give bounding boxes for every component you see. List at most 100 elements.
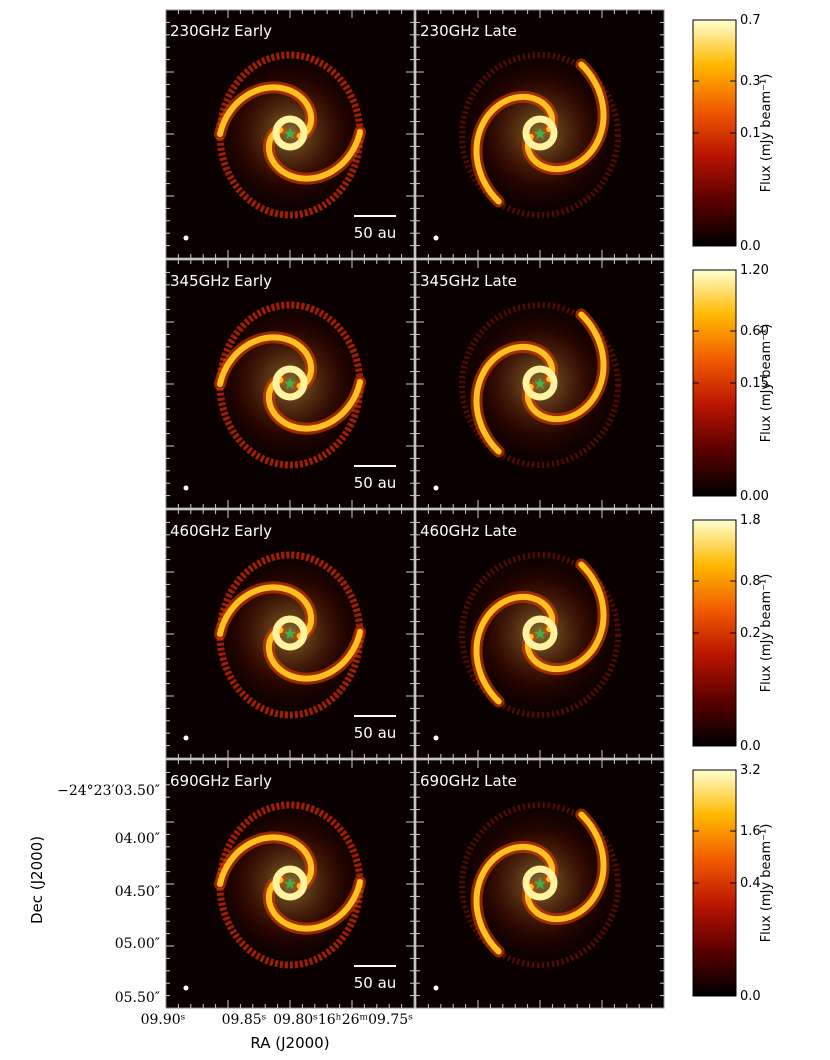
spiral-arm: [524, 561, 607, 673]
colorbar-tick-label: 0.60: [740, 324, 769, 339]
disk-glow: [450, 793, 630, 973]
inner-ring: [522, 615, 558, 651]
star-marker-icon: ★: [533, 624, 547, 643]
panel-3: ★ 345GHz Early 50 au: [165, 259, 415, 509]
disk-glow: [200, 293, 380, 473]
outer-ring: [459, 302, 621, 468]
colorbar-tick-label: 0.15: [740, 376, 769, 391]
outer-ring: [459, 802, 621, 968]
y-tick-label-5: 05.50″: [115, 990, 160, 1006]
x-tick-label-3: 09.80ˢ16ʰ26ᵐ09.75ˢ: [273, 1012, 413, 1028]
colorbar-tick-label: 0.7: [740, 13, 761, 28]
disk-glow: [200, 43, 380, 223]
inner-ring: [272, 865, 308, 901]
star-marker-icon: ★: [283, 874, 297, 893]
colorbar-tick-label: 0.0: [740, 739, 761, 754]
beam-marker: [183, 485, 189, 491]
outer-ring: [459, 52, 621, 218]
colorbar-tick-label: 0.2: [740, 626, 761, 641]
panel-label: 230GHz Late: [420, 22, 517, 40]
beam-marker: [433, 735, 439, 741]
colorbar-tick-label: 1.6: [740, 824, 761, 839]
inner-ring: [272, 615, 308, 651]
colorbar-tick-label: 0.3: [740, 74, 761, 89]
spiral-arm: [473, 93, 556, 205]
colorbar-label: Flux (mJy beam⁻¹): [759, 324, 774, 443]
panel-label: 690GHz Late: [420, 772, 517, 790]
panel-label: 345GHz Early: [170, 272, 272, 290]
beam-marker: [183, 235, 189, 241]
beam-marker: [433, 985, 439, 991]
star-marker-icon: ★: [533, 874, 547, 893]
colorbar-tick-label: 0.1: [740, 126, 761, 141]
disk-glow: [200, 543, 380, 723]
panel-4: ★ 345GHz Late: [415, 259, 665, 509]
colorbars: 0.7 0.3 0.1 0.0 Flux (mJy beam⁻¹) 1.20 0.60 0.1…: [692, 13, 774, 1004]
star-marker-icon: ★: [283, 124, 297, 143]
disk-glow: [200, 793, 380, 973]
colorbar-1: 0.7 0.3 0.1 0.0 Flux (mJy beam⁻¹): [692, 13, 774, 254]
scalebar-label: 50 au: [354, 474, 397, 492]
spiral-arm: [217, 834, 315, 889]
star-marker-icon: ★: [533, 124, 547, 143]
beam-marker: [183, 985, 189, 991]
spiral-arm: [524, 61, 607, 173]
spiral-arm: [265, 877, 363, 932]
colorbar-label: Flux (mJy beam⁻¹): [759, 574, 774, 693]
spiral-arm: [265, 377, 363, 432]
spiral-arm: [217, 334, 315, 389]
beam-marker: [433, 235, 439, 241]
star-marker-icon: ★: [283, 374, 297, 393]
disk-glow: [450, 293, 630, 473]
colorbar-gradient: [692, 19, 737, 247]
disk-glow: [450, 543, 630, 723]
colorbar-tick-label: 0.8: [740, 574, 761, 589]
colorbar-gradient: [692, 269, 737, 497]
scalebar-label: 50 au: [354, 724, 397, 742]
y-tick-label-4: 05.00″: [115, 936, 160, 952]
inner-ring: [272, 365, 308, 401]
colorbar-tick-label: 3.2: [740, 763, 761, 778]
scalebar-label: 50 au: [354, 974, 397, 992]
scalebar-label: 50 au: [354, 224, 397, 242]
colorbar-tick-label: 0.00: [740, 489, 769, 504]
panel-5: ★ 460GHz Early 50 au: [165, 509, 415, 759]
panel-label: 345GHz Late: [420, 272, 517, 290]
y-tick-label-2: 04.00″: [115, 831, 160, 847]
colorbar-label: Flux (mJy beam⁻¹): [759, 824, 774, 943]
spiral-arm: [473, 593, 556, 705]
star-marker-icon: ★: [533, 374, 547, 393]
inner-ring: [272, 115, 308, 151]
y-tick-label-1: −24°23′03.50″: [57, 783, 160, 799]
y-tick-label-3: 04.50″: [115, 884, 160, 900]
x-tick-label-1: 09.90ˢ: [141, 1012, 186, 1028]
beam-marker: [183, 735, 189, 741]
image-panels: ★ 230GHz Early 50 au ★ 230GHz Late ★ 345GHz Ea…: [165, 9, 665, 1009]
spiral-arm: [217, 584, 315, 639]
inner-ring: [522, 115, 558, 151]
star-marker-icon: ★: [283, 624, 297, 643]
spiral-arm: [524, 811, 607, 923]
colorbar-tick-label: 0.0: [740, 239, 761, 254]
colorbar-4: 3.2 1.6 0.4 0.0 Flux (mJy beam⁻¹): [692, 763, 774, 1004]
colorbar-3: 1.8 0.8 0.2 0.0 Flux (mJy beam⁻¹): [692, 513, 774, 754]
spiral-arm: [265, 127, 363, 182]
panel-label: 460GHz Early: [170, 522, 272, 540]
panel-label: 690GHz Early: [170, 772, 272, 790]
spiral-arm: [473, 843, 556, 955]
x-axis-label: RA (J2000): [250, 1034, 329, 1052]
panel-1: ★ 230GHz Early 50 au: [165, 9, 415, 259]
disk-glow: [450, 43, 630, 223]
beam-marker: [433, 485, 439, 491]
spiral-arm: [217, 84, 315, 139]
panel-label: 460GHz Late: [420, 522, 517, 540]
colorbar-tick-label: 1.20: [740, 263, 769, 278]
colorbar-label: Flux (mJy beam⁻¹): [759, 74, 774, 193]
panel-2: ★ 230GHz Late: [415, 9, 665, 259]
panel-8: ★ 690GHz Late: [415, 759, 665, 1009]
panel-7: ★ 690GHz Early 50 au: [165, 759, 415, 1009]
x-tick-label-2: 09.85ˢ: [222, 1012, 267, 1028]
colorbar-tick-label: 0.4: [740, 876, 761, 891]
panel-6: ★ 460GHz Late: [415, 509, 665, 759]
